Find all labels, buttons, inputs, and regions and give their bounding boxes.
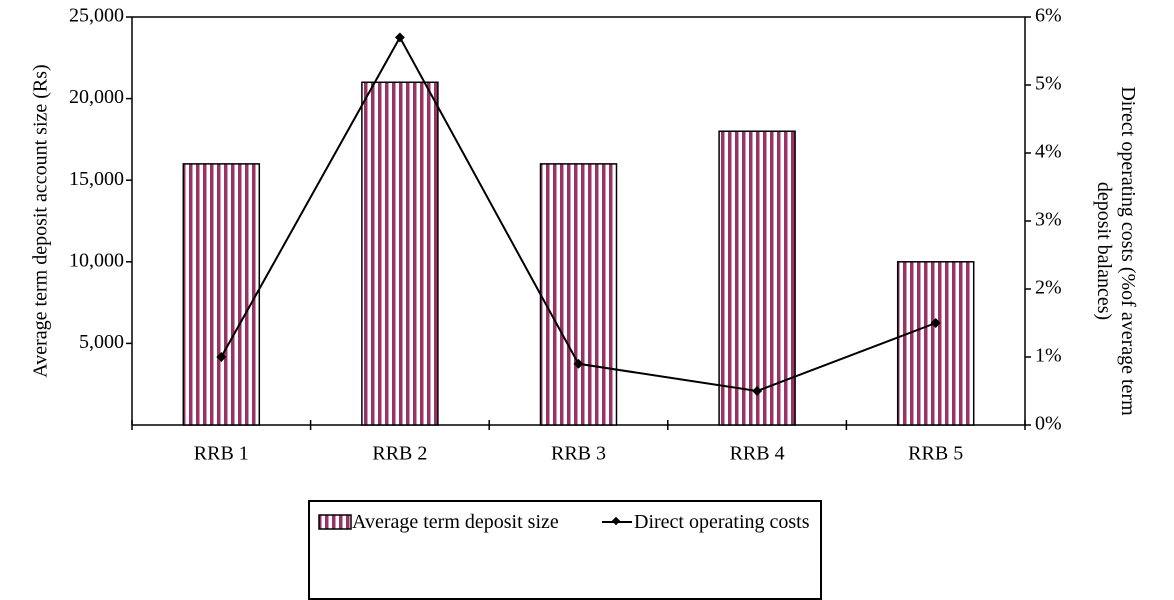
legend-item: Average term deposit size xyxy=(318,508,578,536)
y2-tick-label: 6% xyxy=(1035,5,1062,27)
y-tick-label: 5,000 xyxy=(79,331,124,353)
y2-tick-label: 3% xyxy=(1035,209,1062,231)
y-tick-label: 20,000 xyxy=(69,86,124,108)
x-tick-label: RRB 4 xyxy=(730,443,785,465)
marker xyxy=(216,352,227,362)
x-tick-label: RRB 5 xyxy=(908,443,963,465)
bar xyxy=(361,81,439,426)
x-tick-label: RRB 1 xyxy=(194,443,249,465)
x-tick-label: RRB 3 xyxy=(551,443,606,465)
bar xyxy=(182,163,261,426)
y-tick-label: 15,000 xyxy=(69,168,124,190)
legend-label: Average term deposit size xyxy=(352,511,559,533)
marker xyxy=(752,386,763,396)
legend-label: Direct operating costs xyxy=(634,511,810,533)
y2-tick-label: 4% xyxy=(1035,141,1062,163)
y2-tick-label: 2% xyxy=(1035,277,1062,299)
y2-axis-title: Direct operating costs (%of average term… xyxy=(1093,86,1139,416)
y2-tick-label: 1% xyxy=(1035,345,1062,367)
marker xyxy=(573,358,584,369)
legend-swatch xyxy=(602,516,632,526)
bar xyxy=(896,261,975,426)
bar xyxy=(718,130,796,426)
legend: Average term deposit size Direct operati… xyxy=(308,500,822,600)
y2-tick-label: 0% xyxy=(1035,413,1062,435)
marker xyxy=(930,318,941,328)
bar xyxy=(539,163,618,426)
legend-swatch xyxy=(318,514,352,530)
x-tick-label: RRB 2 xyxy=(372,443,427,465)
y-tick-label: 10,000 xyxy=(69,249,124,271)
y2-tick-label: 5% xyxy=(1035,73,1062,95)
y-axis-title: Average term deposit account size (Rs) xyxy=(30,64,52,377)
legend-item: Direct operating costs xyxy=(600,508,820,536)
marker xyxy=(394,32,405,43)
y-tick-label: 25,000 xyxy=(69,5,124,27)
